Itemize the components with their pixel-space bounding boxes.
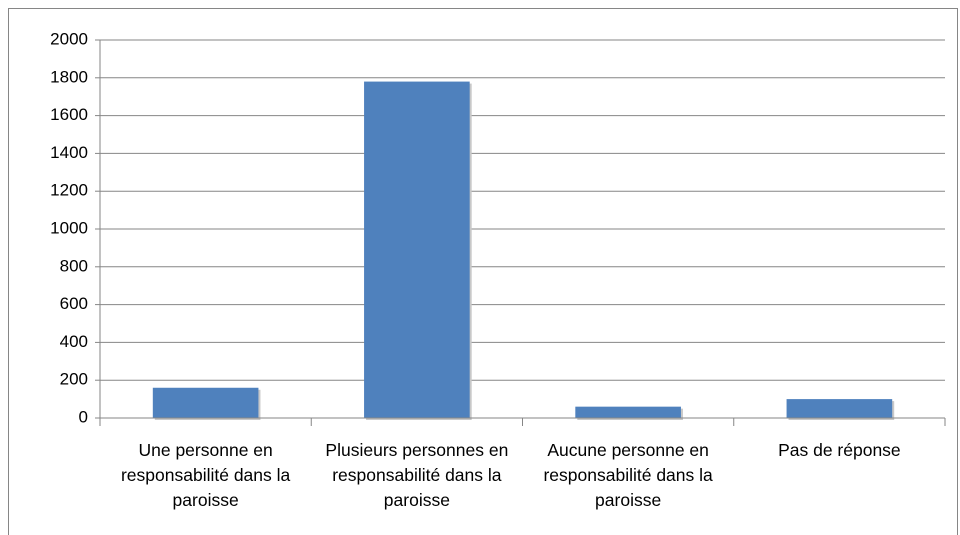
y-tick-label: 0 [79,407,88,426]
y-tick-label: 2000 [50,29,88,48]
x-tick-label: Une personne en responsabilité dans la p… [120,440,291,510]
x-tick-label: Aucune personne en responsabilité dans l… [543,440,713,510]
y-tick-label: 1600 [50,105,88,124]
bar [786,399,893,418]
y-tick-label: 1000 [50,218,88,237]
y-tick-label: 800 [60,256,88,275]
bar [152,387,259,418]
x-tick-label: Pas de réponse [778,440,901,460]
y-tick-label: 1400 [50,143,88,162]
chart-border [8,8,958,535]
bar [364,81,470,418]
y-tick-label: 1200 [50,181,88,200]
x-tick-label: Plusieurs personnes en responsabilité da… [325,440,509,510]
y-tick-label: 1800 [50,67,88,86]
y-tick-label: 400 [60,332,88,351]
y-tick-label: 600 [60,294,88,313]
y-tick-label: 200 [60,370,88,389]
bar [575,406,681,418]
